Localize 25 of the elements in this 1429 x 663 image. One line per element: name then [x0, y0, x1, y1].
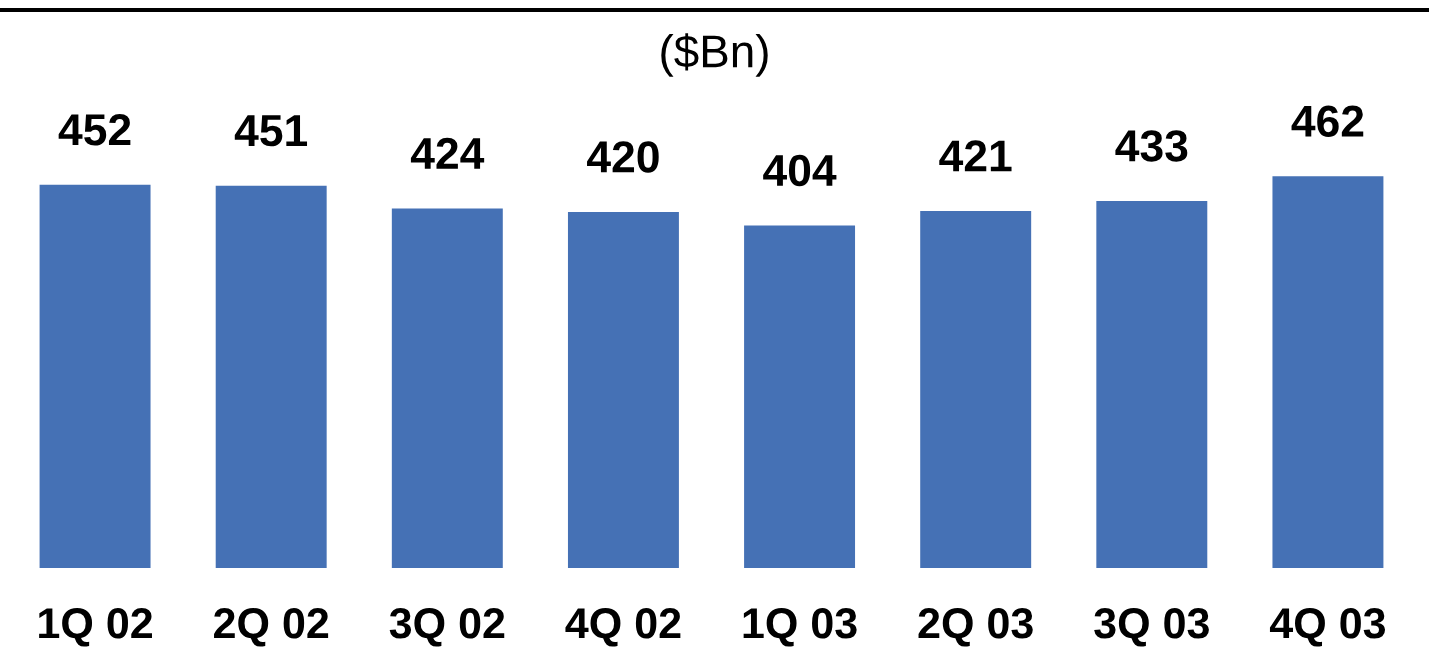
bar [391, 208, 503, 568]
data-label: 462 [1291, 105, 1364, 138]
x-tick-label: 1Q 02 [39, 608, 152, 647]
bar [1096, 200, 1208, 568]
bar [744, 225, 856, 568]
bar [215, 185, 327, 568]
x-tick-label: 2Q 03 [918, 608, 1033, 647]
bar [920, 211, 1032, 568]
chart-subtitle: ($Bn) [661, 33, 768, 77]
data-label: 452 [58, 114, 131, 146]
x-tick-label: 2Q 02 [214, 608, 329, 647]
data-label: 421 [939, 140, 1012, 172]
x-tick-label: 4Q 03 [1269, 608, 1386, 647]
x-tick-label: 3Q 02 [389, 608, 505, 647]
bar [567, 211, 679, 568]
x-tick-label: 3Q 03 [1094, 608, 1209, 647]
x-tick-label: 4Q 02 [565, 608, 681, 647]
data-label: 424 [410, 137, 485, 169]
data-label: 451 [234, 115, 308, 147]
bar [1272, 176, 1384, 568]
data-label: 404 [763, 154, 837, 187]
x-tick-label: 1Q 03 [743, 608, 857, 647]
bar [39, 184, 151, 568]
data-label: 433 [1115, 130, 1188, 162]
data-label: 420 [587, 141, 659, 173]
